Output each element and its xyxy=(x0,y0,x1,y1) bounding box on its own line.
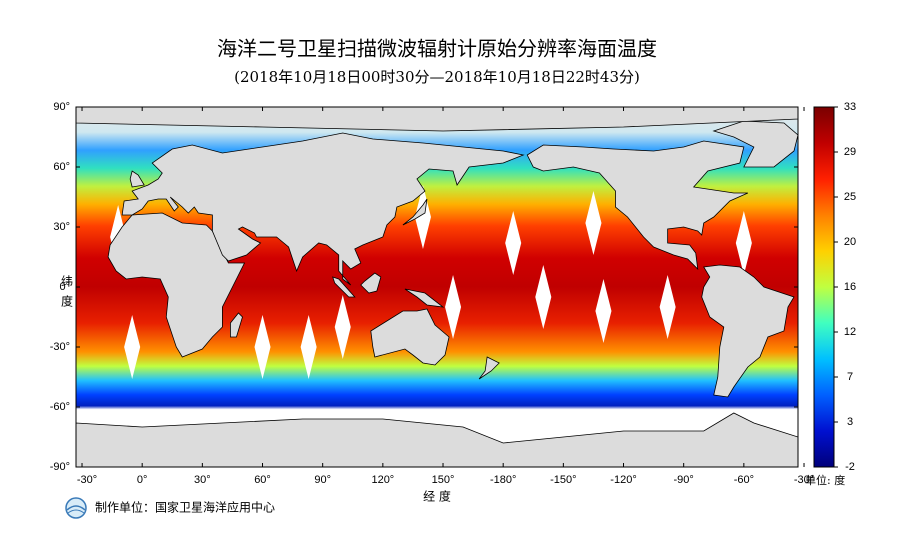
eurasia xyxy=(121,132,525,286)
subtitle: (2018年10月18日00时30分—2018年10月18日22时43分) xyxy=(234,68,640,86)
swath-gap xyxy=(659,275,676,339)
y-tick-label: 60° xyxy=(53,161,70,173)
swath-gap xyxy=(445,275,462,339)
japan xyxy=(402,198,428,226)
swath-gaps xyxy=(110,185,752,379)
y-tick-label: 0° xyxy=(59,281,70,293)
x-tick-label: 0° xyxy=(137,474,148,486)
swath-gap xyxy=(300,315,317,379)
x-tick-label: -30° xyxy=(794,474,814,486)
x-tick-label: 60° xyxy=(254,474,271,486)
colorbar-tick-label: 3 xyxy=(847,416,853,428)
colorbar-tick-label: 12 xyxy=(844,326,856,338)
swath-gap xyxy=(535,265,552,329)
north-america xyxy=(526,140,749,271)
africa xyxy=(107,212,246,358)
sumatra xyxy=(332,276,356,298)
map-area xyxy=(76,107,798,467)
x-tick-label: 90° xyxy=(314,474,331,486)
y-tick-label: -60° xyxy=(50,401,70,413)
x-tick-label: 30° xyxy=(194,474,211,486)
x-tick-label: 120° xyxy=(371,474,394,486)
swath-gap xyxy=(254,315,271,379)
greenland xyxy=(712,120,798,168)
x-tick-label: -120° xyxy=(610,474,636,486)
colorbar-tick-label: 16 xyxy=(844,281,856,293)
x-axis-label: 经 度 xyxy=(423,489,451,504)
borneo xyxy=(360,272,382,294)
colorbar-tick-label: 25 xyxy=(844,191,856,203)
swath-gap xyxy=(124,315,141,379)
x-tick-label: -150° xyxy=(550,474,576,486)
x-tick-label: -30° xyxy=(77,474,97,486)
y-tick-label: -90° xyxy=(50,461,70,473)
colorbar-unit: 单位: 度 xyxy=(805,473,845,487)
arctic-cap xyxy=(76,107,798,132)
x-tick-label: -180° xyxy=(490,474,516,486)
y-axis-label: 纬度 xyxy=(60,275,74,315)
title: 海洋二号卫星扫描微波辐射计原始分辨率海面温度 xyxy=(217,37,657,61)
colorbar-tick-label: 20 xyxy=(844,236,856,248)
x-tick-label: -90° xyxy=(674,474,694,486)
footer: 制作单位：国家卫星海洋应用中心 xyxy=(95,500,275,515)
australia xyxy=(370,308,450,366)
swath-gap xyxy=(595,279,612,343)
colorbar-tick-label: 29 xyxy=(844,146,856,158)
colorbar xyxy=(813,106,835,468)
britain xyxy=(129,170,145,188)
land xyxy=(76,107,798,467)
colorbar-tick-label: 33 xyxy=(844,101,856,113)
south-america xyxy=(701,264,795,398)
swath-gap xyxy=(505,211,522,275)
logo xyxy=(65,497,87,519)
swath-gap xyxy=(585,191,602,255)
antarctica xyxy=(76,412,798,467)
swath-gap xyxy=(735,211,752,275)
new-guinea xyxy=(404,288,445,308)
swath-gap xyxy=(334,295,351,359)
colorbar-tick-label: -2 xyxy=(845,461,855,473)
y-tick-label: 90° xyxy=(53,101,70,113)
new-zealand xyxy=(478,356,500,380)
y-tick-label: 30° xyxy=(53,221,70,233)
x-tick-label: 150° xyxy=(432,474,455,486)
colorbar-tick-label: 7 xyxy=(847,371,853,383)
madagascar xyxy=(230,312,243,338)
y-tick-label: -30° xyxy=(50,341,70,353)
x-tick-label: -60° xyxy=(734,474,754,486)
